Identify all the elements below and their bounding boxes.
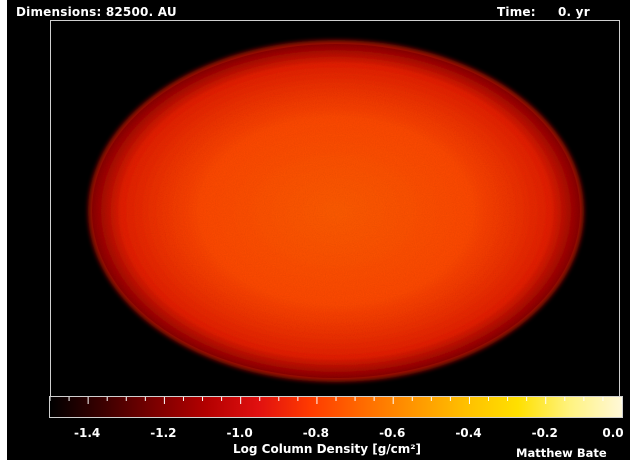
time-value: 0. yr <box>558 5 590 19</box>
density-render <box>50 20 620 398</box>
cloud-core <box>92 44 580 378</box>
colorbar-tick-label: 0.0 <box>602 426 624 440</box>
colorbar-tick-label: -0.8 <box>302 426 330 440</box>
colorbar-tick-label: -1.2 <box>150 426 177 440</box>
simulation-frame: Dimensions: 82500. AU Time: 0. yr <box>7 0 630 460</box>
colorbar-tick-label: -1.0 <box>226 426 253 440</box>
dimensions-label: Dimensions: 82500. AU <box>16 5 177 19</box>
colorbar <box>49 396 623 418</box>
colorbar-gradient <box>50 397 622 417</box>
colorbar-tick-label: -0.6 <box>379 426 406 440</box>
colorbar-tick-label: -0.4 <box>455 426 482 440</box>
colorbar-tick-label: -0.2 <box>531 426 558 440</box>
colorbar-axis-label: Log Column Density [g/cm²] <box>233 442 422 456</box>
gas-cloud-image <box>51 21 619 397</box>
colorbar-ticks <box>50 397 622 404</box>
time-label: Time: <box>497 5 536 19</box>
credit-label: Matthew Bate <box>516 446 607 460</box>
colorbar-tick-label: -1.4 <box>74 426 101 440</box>
